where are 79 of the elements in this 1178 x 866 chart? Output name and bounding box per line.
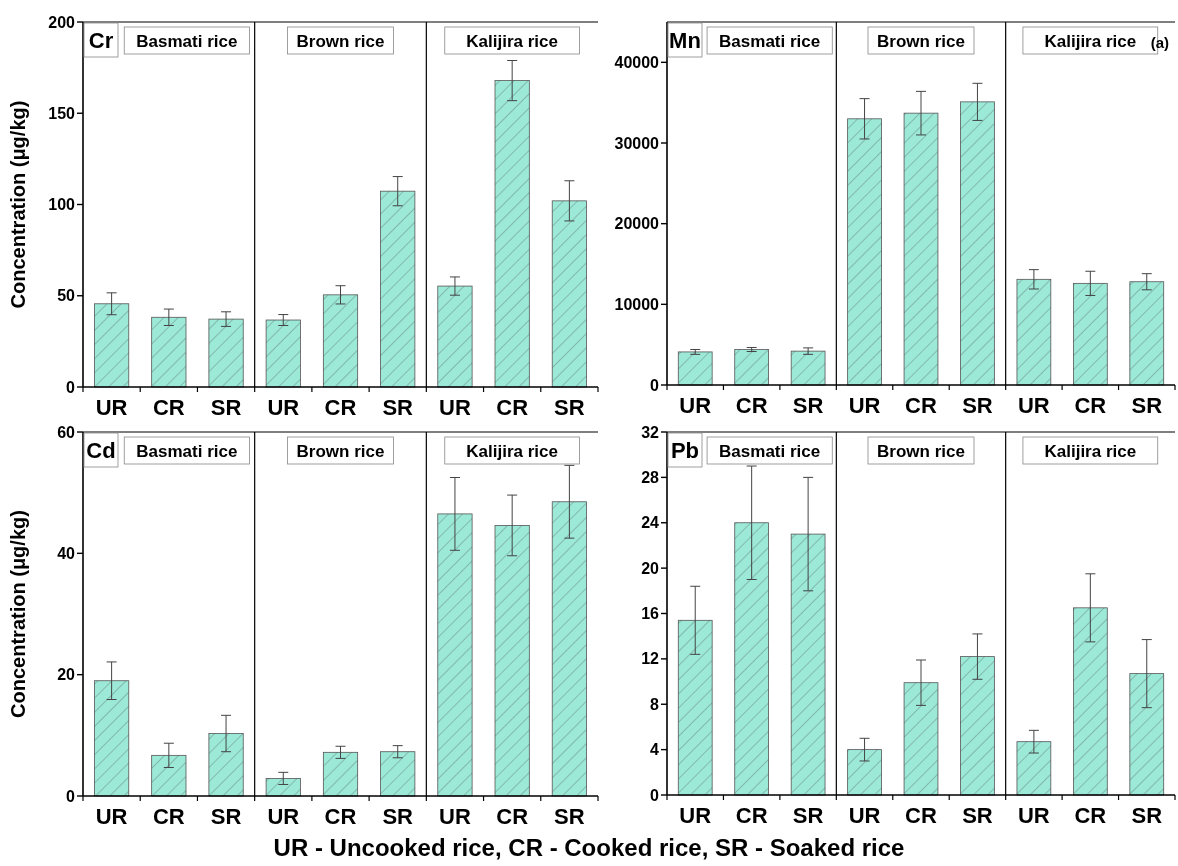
chart-title: Cr	[88, 28, 114, 53]
x-tick-label: UR	[439, 395, 471, 420]
x-tick-label: UR	[267, 804, 300, 829]
chart-title: Cd	[86, 438, 116, 463]
x-tick-label: UR	[1018, 803, 1050, 828]
y-tick-label: 20	[57, 666, 76, 684]
x-tick-label: CR	[152, 395, 185, 420]
x-tick-label: SR	[962, 393, 993, 418]
x-tick-label: SR	[382, 395, 414, 420]
annotation: Brown rice	[877, 442, 965, 461]
chart-title: Pb	[670, 438, 700, 463]
annotation: Basmati rice	[719, 32, 821, 51]
x-tick-label: UR	[95, 804, 128, 829]
y-tick-label: 28	[641, 468, 660, 486]
x-tick-label: SR	[792, 803, 824, 828]
y-axis-title: Concentration (μg/kg)	[7, 510, 29, 718]
x-tick-label: CR	[905, 393, 937, 418]
x-tick-label: UR	[848, 803, 881, 828]
y-axis-title: Concentration (μg/kg)	[7, 100, 29, 309]
x-tick-label: CR	[1074, 393, 1107, 418]
annotation: Kalijira rice	[1044, 442, 1137, 461]
annotation: Basmati rice	[136, 442, 238, 461]
y-tick-label: 40000	[614, 53, 660, 71]
annotation: Kalijira rice	[466, 442, 558, 461]
text: UR - Uncooked rice, CR - Cooked rice, SR - Soaked rice	[273, 834, 905, 861]
annotation: Brown rice	[296, 442, 385, 461]
x-tick-label: UR	[1018, 393, 1050, 418]
x-tick-label: CR	[324, 804, 357, 829]
annotation: Kalijira rice	[1044, 32, 1137, 51]
x-tick-label: SR	[554, 804, 585, 829]
y-tick-label: 4	[650, 741, 660, 759]
x-tick-label: CR	[496, 395, 529, 420]
y-tick-label: 0	[650, 376, 660, 394]
y-tick-label: 20	[641, 559, 660, 577]
x-tick-label: UR	[267, 395, 300, 420]
x-tick-label: UR	[439, 804, 471, 829]
x-tick-label: SR	[382, 804, 414, 829]
y-tick-label: 30000	[614, 134, 660, 152]
x-tick-label: UR	[848, 393, 881, 418]
x-tick-label: CR	[735, 803, 768, 828]
x-tick-label: CR	[1074, 803, 1107, 828]
y-tick-label: 150	[48, 104, 76, 122]
y-tick-label: 24	[641, 514, 660, 532]
x-tick-label: SR	[210, 804, 242, 829]
x-tick-label: CR	[905, 803, 937, 828]
x-tick-label: UR	[95, 395, 128, 420]
x-tick-label: SR	[962, 803, 993, 828]
y-tick-label: 16	[641, 605, 660, 623]
y-tick-label: 0	[66, 378, 76, 396]
y-tick-label: 60	[57, 423, 76, 441]
annotation: (a)	[1150, 34, 1169, 51]
x-tick-label: SR	[554, 395, 585, 420]
x-tick-label: CR	[152, 804, 185, 829]
x-tick-label: CR	[735, 393, 768, 418]
x-tick-label: UR	[679, 393, 712, 418]
y-tick-label: 20000	[614, 215, 660, 233]
y-tick-label: 32	[641, 423, 660, 441]
x-tick-label: CR	[496, 804, 529, 829]
y-tick-label: 10000	[614, 295, 660, 313]
y-tick-label: 200	[48, 13, 76, 31]
y-tick-label: 12	[641, 650, 660, 668]
y-tick-label: 0	[650, 786, 660, 804]
y-tick-label: 0	[66, 787, 76, 805]
x-tick-label: SR	[792, 393, 824, 418]
y-tick-label: 40	[57, 544, 76, 562]
annotation: Kalijira rice	[466, 32, 558, 51]
x-tick-label: CR	[324, 395, 357, 420]
x-tick-label: SR	[1131, 393, 1163, 418]
y-tick-label: 100	[48, 196, 76, 214]
chart-title: Mn	[669, 28, 701, 53]
y-tick-label: 8	[650, 695, 660, 713]
x-tick-label: SR	[210, 395, 242, 420]
annotation: Brown rice	[296, 32, 385, 51]
x-tick-label: SR	[1131, 803, 1163, 828]
annotation: Brown rice	[877, 32, 965, 51]
annotation: Basmati rice	[136, 32, 238, 51]
y-tick-label: 50	[57, 287, 76, 305]
x-tick-label: UR	[679, 803, 712, 828]
annotation: Basmati rice	[719, 442, 821, 461]
